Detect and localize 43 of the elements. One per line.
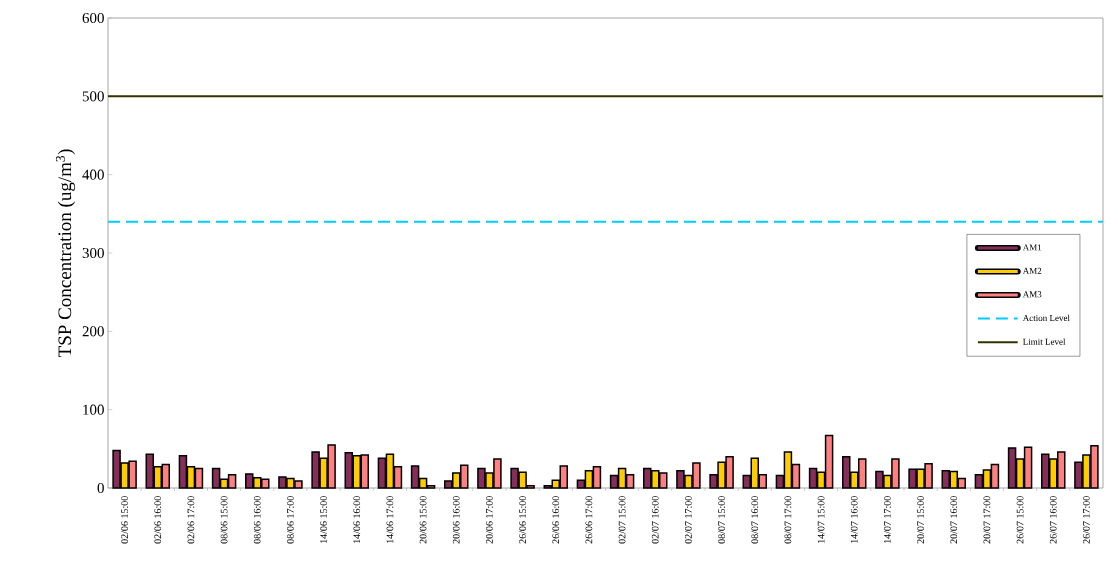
- x-tick-label: 20/07 16:00: [950, 496, 958, 544]
- x-tick-label: 08/06 16:00: [253, 496, 261, 544]
- y-tick-label: 100: [83, 404, 104, 415]
- x-tick-label: 20/07 17:00: [983, 496, 991, 544]
- x-tick-label: 20/06 17:00: [486, 496, 493, 544]
- legend-label: AM1: [1022, 244, 1042, 251]
- x-tick-label: 14/06 17:00: [386, 496, 394, 543]
- x-tick-label: 14/06 16:00: [353, 496, 361, 543]
- x-tick-label: 02/07 16:00: [651, 496, 659, 544]
- x-tick-label: 02/07 15:00: [618, 496, 626, 544]
- x-tick-label: 14/06 15:00: [320, 496, 327, 543]
- x-tick-label: 02/07 17:00: [685, 496, 692, 544]
- y-tick-label: 200: [82, 326, 104, 337]
- y-tick-label: 500: [82, 91, 104, 102]
- x-tick-label: 14/07 17:00: [884, 496, 891, 543]
- legend-label: Action Level: [1022, 314, 1070, 322]
- x-tick-label: 26/07 15:00: [1016, 496, 1024, 544]
- x-tick-label: 20/06 16:00: [452, 496, 460, 544]
- y-tick-label: 600: [82, 12, 104, 24]
- x-tick-label: 02/06 16:00: [154, 496, 162, 544]
- x-tick-label: 08/06 17:00: [287, 496, 294, 544]
- y-axis-title: TSP Concentration (ug/m$^{3}$): [55, 149, 76, 358]
- legend-label: AM2: [1022, 267, 1042, 274]
- x-tick-label: 20/06 15:00: [419, 496, 427, 544]
- x-tick-label: 14/07 15:00: [817, 496, 825, 543]
- x-tick-label: 08/06 15:00: [220, 496, 228, 544]
- x-tick-label: 02/06 15:00: [121, 496, 128, 544]
- x-tick-label: 08/07 17:00: [784, 496, 792, 544]
- x-tick-label: 08/07 16:00: [751, 496, 759, 544]
- legend-label: Limit Level: [1022, 338, 1066, 345]
- legend-label: AM3: [1022, 291, 1042, 298]
- x-tick-label: 20/07 15:00: [917, 496, 924, 544]
- x-tick-label: 02/06 17:00: [187, 496, 195, 544]
- x-tick-label: 26/06 16:00: [552, 496, 560, 544]
- x-tick-label: 08/07 15:00: [718, 496, 725, 544]
- x-tick-label: 26/06 15:00: [519, 496, 526, 544]
- y-tick-label: 0: [97, 482, 104, 494]
- y-tick-label: 400: [82, 169, 104, 180]
- x-tick-label: 26/06 17:00: [585, 496, 593, 544]
- x-tick-label: 26/07 16:00: [1049, 496, 1057, 544]
- y-tick-label: 300: [82, 247, 104, 259]
- x-tick-label: 14/07 16:00: [850, 496, 858, 543]
- x-tick-label: 26/07 17:00: [1083, 496, 1090, 544]
